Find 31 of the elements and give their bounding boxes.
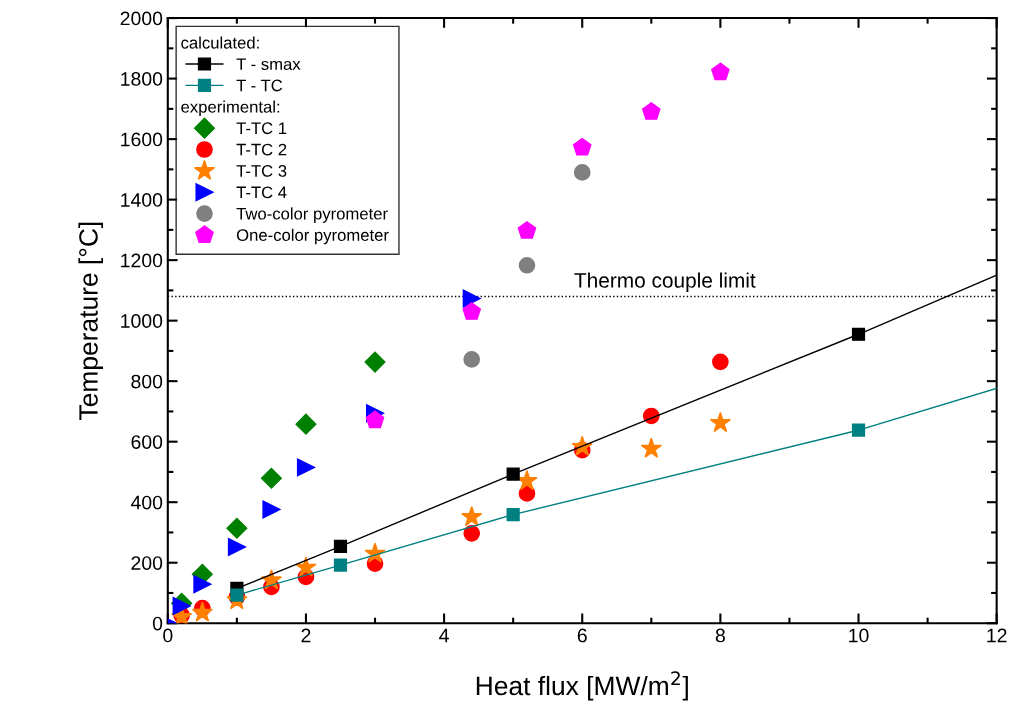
legend-label: T-TC 2 — [236, 143, 287, 156]
y-axis-title: Temperature [°C] — [78, 222, 104, 420]
x-axis-title: Heat flux [MW/m$^{2}$] — [476, 671, 688, 701]
legend-label: T-TC 3 — [236, 165, 287, 177]
y-tick-label: 1600 — [121, 132, 163, 147]
y-tick-label: 1200 — [121, 253, 163, 268]
legend-label: T - TC — [236, 79, 283, 92]
legend-label: T-TC 4 — [236, 186, 287, 199]
ref-line-label: Thermo couple limit — [574, 272, 756, 292]
y-tick-label: 0 — [152, 616, 163, 631]
x-tick-label: 0 — [163, 628, 173, 643]
y-tick-label: 1400 — [121, 193, 163, 207]
y-tick-label: 200 — [131, 556, 163, 570]
y-tick-label: 1000 — [121, 314, 163, 328]
y-tick-label: 2000 — [120, 11, 163, 26]
y-tick-label: 600 — [131, 435, 163, 449]
y-tick-label: 400 — [130, 495, 163, 510]
legend-label: T - smax — [236, 58, 301, 71]
legend-label: Two-color pyrometer — [236, 207, 388, 223]
x-tick-label: 10 — [849, 628, 869, 643]
y-tick-label: 1800 — [121, 72, 163, 86]
legend-label: T-TC 1 — [236, 122, 287, 135]
x-tick-label: 6 — [577, 628, 587, 643]
x-tick-label: 2 — [301, 628, 311, 643]
x-tick-label: 4 — [439, 628, 449, 643]
legend-label: One-color pyrometer — [236, 228, 389, 245]
annotation: calculated: — [181, 36, 259, 49]
y-tick-label: 800 — [131, 374, 163, 389]
x-tick-label: 12 — [987, 628, 1007, 643]
annotation: experimental: — [181, 100, 280, 117]
x-tick-label: 8 — [715, 628, 725, 643]
